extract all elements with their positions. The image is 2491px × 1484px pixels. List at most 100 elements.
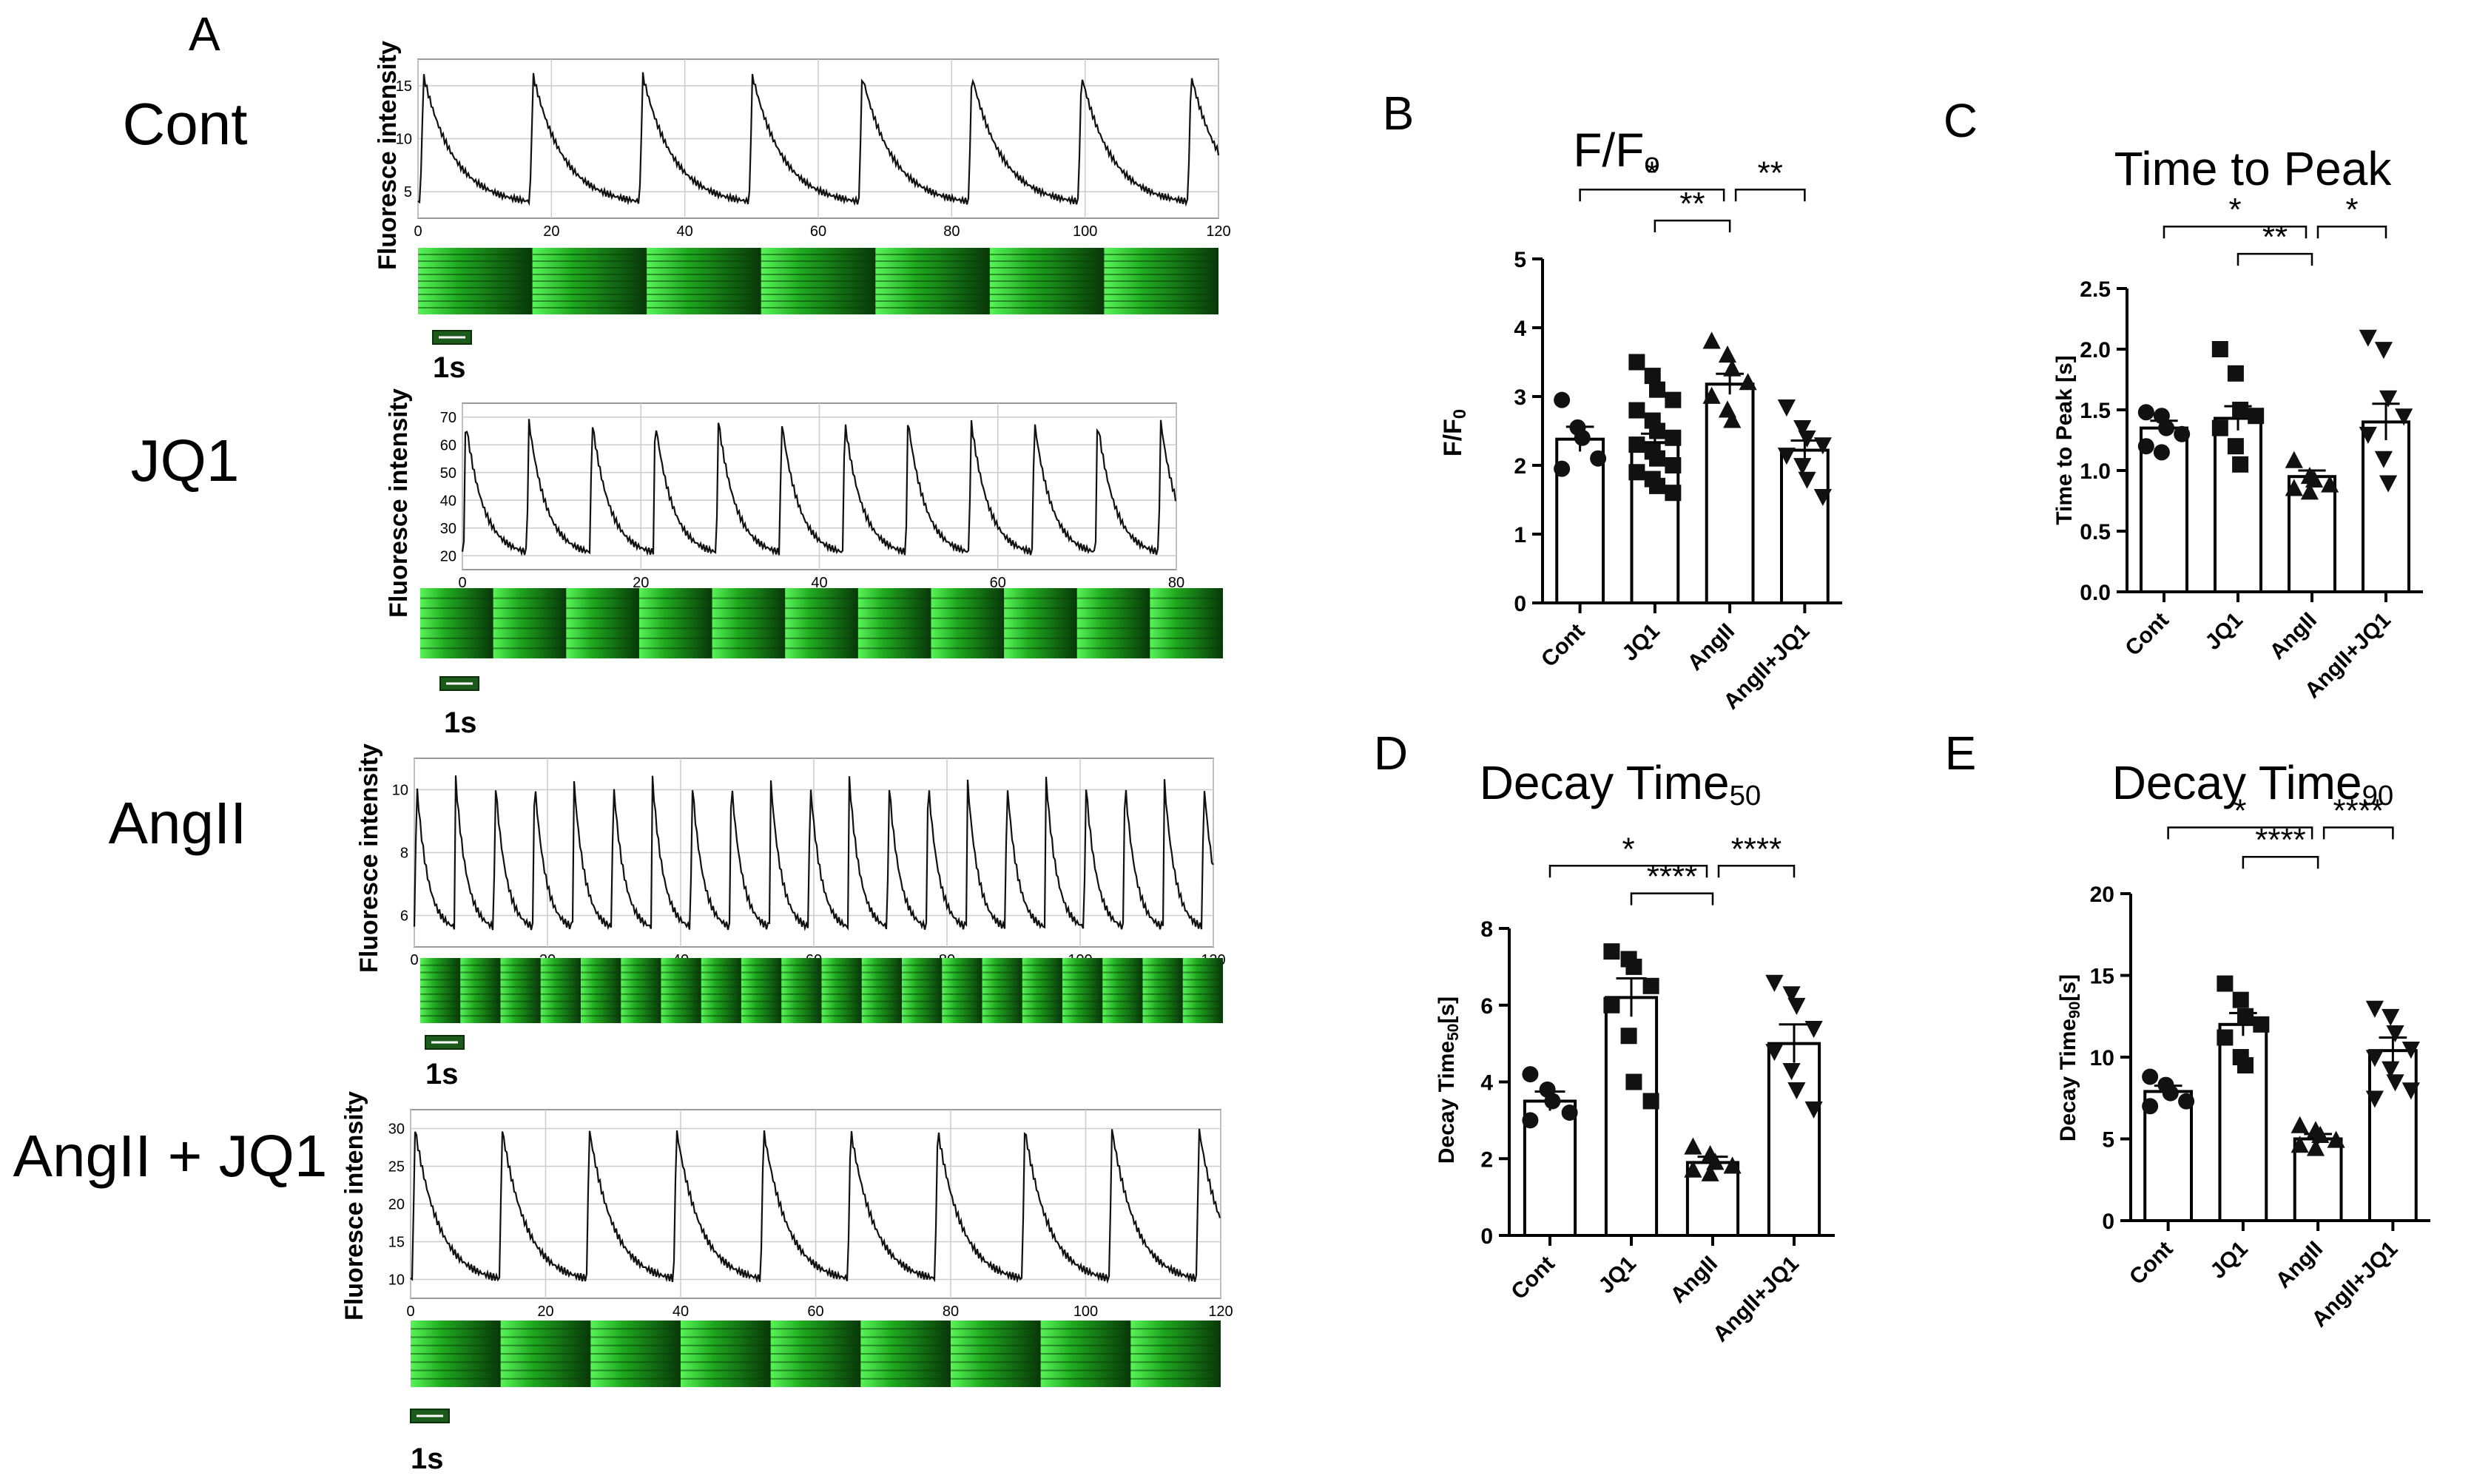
line-scan-segment xyxy=(661,958,701,1023)
data-point xyxy=(2253,1016,2270,1033)
y-tick-label: 10 xyxy=(2090,1046,2114,1070)
data-point xyxy=(1649,381,1666,398)
data-point xyxy=(1644,368,1661,385)
data-point xyxy=(1804,1020,1823,1039)
data-point xyxy=(1628,464,1645,481)
y-axis-label: F/F0 xyxy=(1439,409,1470,456)
significance-label: ** xyxy=(1758,155,1783,191)
panel-a: A Cont JQ1 AngII AngII + JQ1 0 20 40 60 80 10… xyxy=(13,7,1233,1475)
data-point xyxy=(1625,958,1642,975)
trace-y-tick-label: 30 xyxy=(388,1122,405,1138)
trace-y-tick-label: 70 xyxy=(440,410,456,426)
scale-bar-label: 1s xyxy=(425,1058,459,1090)
x-tick-label: AngII xyxy=(1666,1252,1722,1308)
bar-angii-jq1 xyxy=(1767,1042,1821,1237)
data-point xyxy=(2359,426,2377,444)
data-point xyxy=(1798,471,1816,489)
data-point xyxy=(2211,341,2228,357)
data-point xyxy=(1765,974,1784,992)
data-point xyxy=(2142,1068,2159,1085)
y-axis-label-unit: [s] xyxy=(1435,996,1459,1024)
trace-x-tick-label: 120 xyxy=(1206,223,1230,240)
data-point xyxy=(1813,488,1832,507)
trace-y-tick-label: 15 xyxy=(388,1235,405,1251)
line-scan-segment xyxy=(861,958,902,1023)
data-point xyxy=(1554,460,1571,477)
data-point xyxy=(1702,331,1721,349)
line-scan-segment xyxy=(785,588,858,658)
calcium-trace-line xyxy=(417,72,1220,207)
y-tick-label: 6 xyxy=(1480,994,1493,1019)
scale-bar-label: 1s xyxy=(444,706,477,739)
data-point xyxy=(2162,1085,2179,1102)
data-point xyxy=(2379,475,2398,493)
calcium-trace-line xyxy=(413,775,1214,931)
trace-y-tick-label: 5 xyxy=(404,184,412,200)
data-point xyxy=(1603,943,1620,960)
trace-x-tick-label: 60 xyxy=(990,575,1006,591)
data-point xyxy=(1603,996,1620,1013)
y-tick-label: 15 xyxy=(2090,965,2114,989)
data-point xyxy=(2178,1093,2195,1110)
line-scan-segment xyxy=(1142,958,1183,1023)
trace-y-tick-label: 60 xyxy=(440,437,456,453)
trace-x-tick-label: 0 xyxy=(406,1303,414,1320)
data-point xyxy=(1544,1093,1561,1110)
y-tick-label: 0.5 xyxy=(2080,520,2111,544)
chart-title-subscript: 50 xyxy=(1730,780,1762,812)
data-point xyxy=(2174,425,2191,442)
significance-label: ** xyxy=(2262,219,2288,255)
data-point xyxy=(1665,391,1682,408)
significance-label: ** xyxy=(1679,186,1705,222)
data-point xyxy=(2386,1025,2404,1043)
data-point xyxy=(2386,1074,2404,1092)
trace-x-tick-label: 80 xyxy=(1168,575,1184,591)
trace-4: 0 20 40 60 80 100 120 10 15 20 25 30 Fluoresce inten… xyxy=(340,1091,1233,1475)
significance-bracket xyxy=(1717,865,1796,878)
calcium-trace-line xyxy=(461,419,1177,557)
data-point xyxy=(2291,1136,2309,1153)
significance-label: **** xyxy=(2255,822,2306,858)
trace-x-tick-label: 40 xyxy=(811,575,827,591)
data-point xyxy=(2211,419,2228,436)
significance-bracket xyxy=(2163,225,2308,239)
data-point xyxy=(1793,419,1812,438)
y-axis-label-main: Decay Time xyxy=(1435,1041,1459,1164)
data-point xyxy=(2285,479,2303,496)
trace-y-label: Fluoresce intensity xyxy=(385,388,413,618)
x-tick-label: AngII+JQ1 xyxy=(1708,1252,1804,1347)
trace-y-tick-label: 6 xyxy=(400,908,408,925)
data-point xyxy=(2300,482,2319,500)
data-point xyxy=(1628,436,1645,453)
trace-y-tick-label: 8 xyxy=(400,846,408,862)
trace-x-tick-label: 20 xyxy=(543,223,559,240)
significance-label: * xyxy=(2345,192,2358,228)
y-tick-label: 2 xyxy=(1514,454,1526,479)
data-point xyxy=(2374,451,2393,468)
data-point xyxy=(1723,1156,1742,1174)
y-axis-label-main: F/F xyxy=(1439,419,1467,456)
trace-y-label: Fluoresce intensity xyxy=(340,1091,368,1321)
line-scan-segment xyxy=(741,958,782,1023)
line-scan-segment xyxy=(621,958,661,1023)
panel-c-time-to-peak-chart: C Time to Peak Time to Peak [s] 0.0 0.5 1.0 1.… xyxy=(1944,94,2423,703)
data-point xyxy=(2401,1042,2420,1059)
data-point xyxy=(1739,373,1757,391)
line-scan-segment xyxy=(1004,588,1077,658)
trace-y-tick-label: 50 xyxy=(440,465,456,482)
trace-x-tick-label: 40 xyxy=(677,223,693,240)
line-scan-segment xyxy=(638,588,712,658)
data-point xyxy=(2382,1008,2400,1026)
x-tick-label: Cont xyxy=(2120,608,2174,661)
data-point xyxy=(2311,1125,2330,1143)
chart-title-main: F/F xyxy=(1573,124,1644,177)
significance-label: **** xyxy=(1647,859,1698,895)
data-point xyxy=(1642,1093,1659,1110)
data-point xyxy=(2365,1000,2384,1018)
data-point xyxy=(1649,422,1666,439)
y-tick-label: 0 xyxy=(2102,1210,2114,1234)
trace-x-tick-label: 0 xyxy=(414,223,422,240)
